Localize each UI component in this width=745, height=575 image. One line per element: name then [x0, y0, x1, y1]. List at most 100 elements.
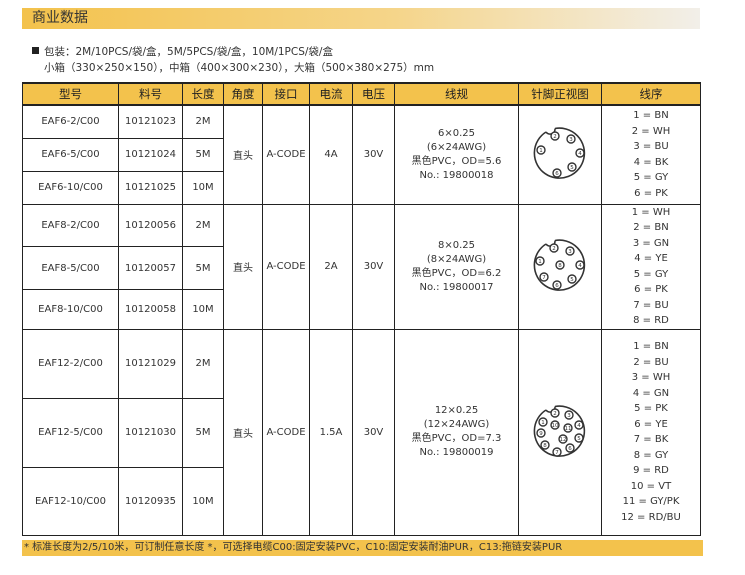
- table-row: EAF6-2/C00 10121023 2M 直头 A-CODE 4A 30V 6×0.25 (…: [22, 104, 701, 205]
- svg-text:4: 4: [577, 423, 581, 429]
- part-number-cell: 10121024: [118, 137, 183, 172]
- part-number-cell: 10120935: [118, 466, 183, 536]
- part-number-cell: 10121023: [118, 104, 183, 139]
- spec-line: No.: 19800019: [419, 447, 494, 458]
- wire-entry: 10 = VT: [630, 480, 672, 492]
- cable-spec-cell: 12×0.25 (12×24AWG) 黑色PVC，OD=7.3 No.: 198000…: [394, 328, 519, 536]
- current-cell: 4A: [309, 104, 353, 205]
- svg-text:9: 9: [539, 431, 543, 437]
- wire-entry: 11 = GY/PK: [622, 496, 680, 507]
- pin-3: 3: [564, 409, 574, 420]
- wire-entry: 4 = BK: [633, 156, 669, 168]
- wire-entry: 1 = WH: [631, 206, 671, 218]
- pin-4: 4: [574, 419, 584, 430]
- cable-spec-cell: 8×0.25 (8×24AWG) 黑色PVC，OD=6.2 No.: 19800017: [394, 203, 519, 330]
- svg-text:5: 5: [570, 277, 574, 283]
- wire-entry: 7 = BK: [633, 434, 669, 445]
- svg-text:1: 1: [541, 420, 545, 426]
- wire-entry: 6 = PK: [634, 284, 668, 295]
- wire-order-cell: 1 = BN 2 = BU 3 = WH 4 = GN 5 = PK 6 = YE 7 = …: [601, 328, 701, 536]
- pin-layout-diagram: 1 2 3 4 5 6 7 8: [533, 239, 586, 291]
- voltage-cell: 30V: [352, 203, 395, 330]
- part-number-cell: 10121029: [118, 328, 183, 399]
- table-row: EAF6-10/C00 10121025 10M: [22, 170, 701, 205]
- model-cell: EAF6-10/C00: [22, 170, 119, 205]
- cable-spec-cell: 6×0.25 (6×24AWG) 黑色PVC，OD=5.6 No.: 19800018: [394, 104, 519, 205]
- length-cell: 2M: [182, 104, 224, 139]
- pin-5: 5: [567, 162, 577, 172]
- column-header: 型号: [22, 82, 119, 106]
- svg-text:10: 10: [552, 423, 559, 429]
- column-header: 针脚正视图: [518, 82, 602, 106]
- voltage-cell: 30V: [352, 328, 395, 536]
- spec-line: 6×0.25: [437, 127, 475, 139]
- pin-2: 2: [550, 131, 560, 141]
- spec-line: (12×24AWG): [423, 419, 490, 430]
- svg-text:7: 7: [542, 275, 546, 281]
- pin-2: 2: [550, 407, 560, 418]
- spec-line: 黑色PVC，OD=7.3: [411, 433, 502, 444]
- table-row: EAF8-5/C00 10120057 5M: [22, 245, 701, 291]
- wire-entry: 8 = GY: [633, 449, 669, 461]
- part-number-cell: 10121030: [118, 397, 183, 468]
- svg-text:12: 12: [560, 437, 567, 443]
- pin-view-cell: 1 2 3 4 5 6 7 8: [518, 203, 602, 330]
- part-number-cell: 10120058: [118, 289, 183, 330]
- pin-5: 5: [567, 274, 577, 284]
- pin-11: 11: [563, 422, 573, 433]
- svg-text:5: 5: [577, 436, 581, 442]
- pin-1: 1: [535, 256, 545, 266]
- svg-text:6: 6: [555, 171, 559, 177]
- length-cell: 5M: [182, 137, 224, 172]
- wire-entry: 5 = PK: [634, 403, 668, 414]
- svg-text:5: 5: [570, 165, 574, 171]
- svg-text:4: 4: [578, 151, 582, 157]
- wire-entry: 5 = GY: [633, 268, 669, 280]
- pin-6: 6: [565, 442, 575, 453]
- spec-line: (8×24AWG): [426, 253, 487, 265]
- packaging-line: 包装：2M/10PCS/袋/盒，5M/5PCS/袋/盒，10M/1PCS/袋/盒: [44, 46, 333, 58]
- length-cell: 2M: [182, 328, 224, 399]
- model-cell: EAF6-5/C00: [22, 137, 119, 172]
- column-header: 角度: [223, 82, 263, 106]
- part-number-cell: 10120056: [118, 203, 183, 247]
- svg-text:6: 6: [568, 446, 572, 452]
- svg-text:7: 7: [555, 450, 559, 456]
- angle-cell: 直头: [223, 203, 263, 330]
- footnote: * 标准长度为2/5/10米，可订制任意长度 *，可选择电缆C00:固定安装PV…: [22, 540, 703, 556]
- svg-text:4: 4: [578, 263, 582, 269]
- pin-1: 1: [538, 416, 548, 427]
- column-header: 线序: [601, 82, 701, 106]
- svg-text:8: 8: [543, 443, 547, 449]
- length-cell: 2M: [182, 203, 224, 247]
- interface-cell: A-CODE: [262, 203, 310, 330]
- interface-cell: A-CODE: [262, 328, 310, 536]
- wire-order-cell: 1 = WH 2 = BN 3 = GN 4 = YE 5 = GY 6 = PK 7 = …: [601, 203, 701, 330]
- wire-entry: 6 = YE: [634, 418, 668, 430]
- wire-entry: 6 = PK: [634, 187, 668, 199]
- section-title: 商业数据: [22, 8, 700, 29]
- spec-line: 12×0.25: [434, 405, 479, 416]
- packaging-info: 包装：2M/10PCS/袋/盒，5M/5PCS/袋/盒，10M/1PCS/袋/盒…: [32, 44, 434, 76]
- svg-text:2: 2: [553, 134, 557, 140]
- svg-text:3: 3: [567, 413, 571, 419]
- spec-line: (6×24AWG): [426, 141, 487, 153]
- column-header: 长度: [182, 82, 224, 106]
- svg-text:8: 8: [558, 263, 562, 269]
- table-row: EAF12-10/C00 10120935 10M: [22, 466, 701, 536]
- svg-text:6: 6: [555, 283, 559, 289]
- pin-3: 3: [565, 246, 575, 256]
- table-row: EAF12-5/C00 10121030 5M: [22, 397, 701, 468]
- svg-text:1: 1: [538, 259, 542, 265]
- length-cell: 10M: [182, 289, 224, 330]
- svg-text:11: 11: [565, 426, 572, 432]
- spec-line: 黑色PVC，OD=5.6: [411, 155, 502, 167]
- column-header: 线规: [394, 82, 519, 106]
- length-cell: 10M: [182, 466, 224, 536]
- carton-sizes: 小箱（330×250×150），中箱（400×300×230），大箱（500×3…: [44, 62, 435, 74]
- pin-6: 6: [552, 280, 562, 290]
- wire-entry: 9 = RD: [633, 465, 669, 476]
- part-number-cell: 10120057: [118, 245, 183, 291]
- wire-entry: 4 = GN: [632, 387, 670, 399]
- pin-2: 2: [549, 243, 559, 253]
